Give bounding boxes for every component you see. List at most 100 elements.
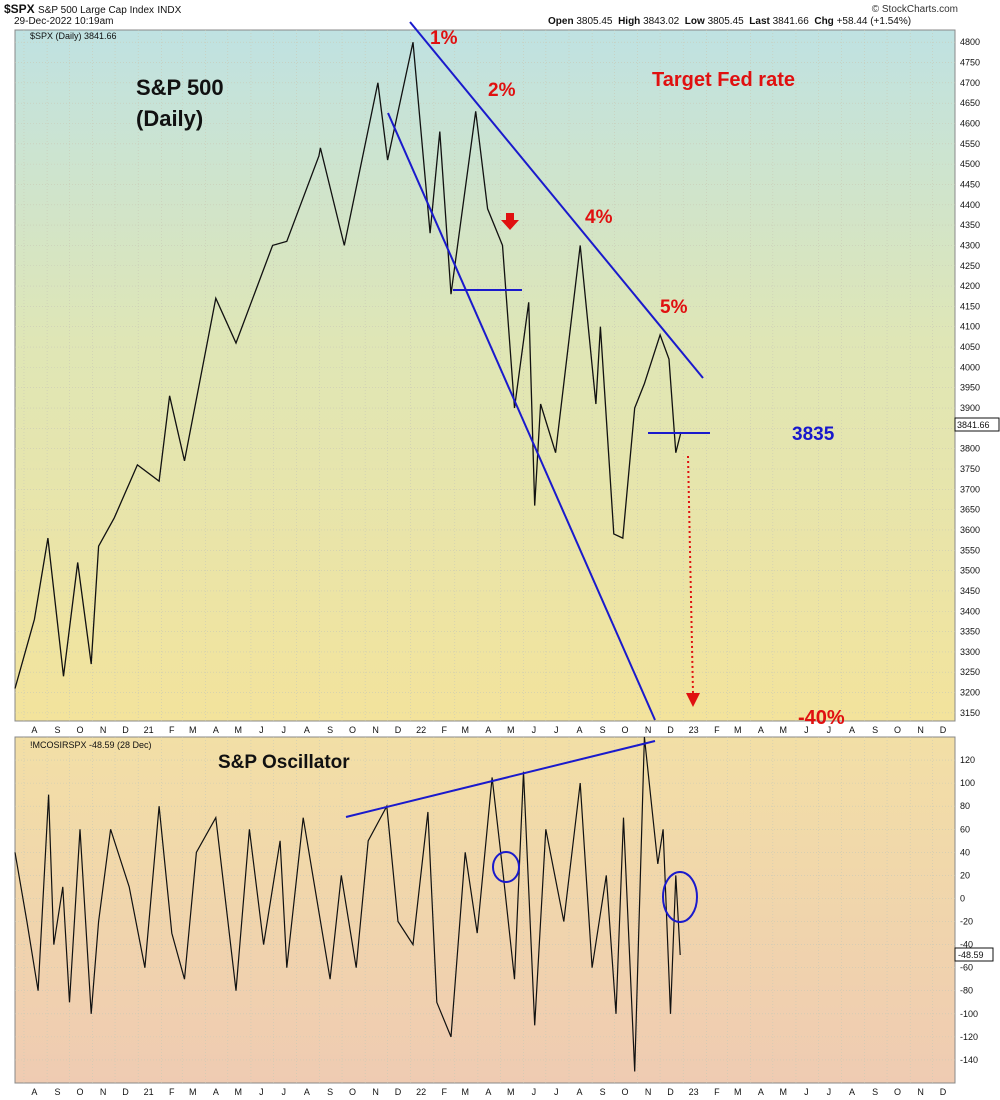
oscillator-x-tick-label: J <box>554 1087 559 1097</box>
oscillator-x-axis: A S O N D 21 F M A M J J A S O N D 22 F M A M J J A S O N D 23 F M A M J J A… <box>31 1087 946 1097</box>
oscillator-x-tick-label: M <box>234 1087 242 1097</box>
price-y-tick-label: 3550 <box>960 545 980 555</box>
oscillator-x-tick-label: F <box>442 1087 448 1097</box>
oscillator-x-tick-label: 22 <box>416 1087 426 1097</box>
target-fed-rate-label: Target Fed rate <box>652 69 795 91</box>
oscillator-last-tag: -48.59 <box>954 947 994 962</box>
oscillator-x-tick-label: M <box>189 1087 197 1097</box>
price-x-tick-label: F <box>442 725 448 735</box>
oscillator-x-tick-label: D <box>395 1087 402 1097</box>
oscillator-x-tick-label: F <box>714 1087 720 1097</box>
price-y-tick-label: 4000 <box>960 362 980 372</box>
price-series-line <box>14 42 682 689</box>
price-y-tick-label: 3600 <box>960 525 980 535</box>
price-x-tick-label: S <box>55 725 61 735</box>
oscillator-y-tick-label: 40 <box>960 847 970 857</box>
price-x-tick-label: O <box>621 725 628 735</box>
price-x-tick-label: M <box>507 725 515 735</box>
price-y-axis: 3150 3200 3250 3300 3350 3400 3450 3500 3550 3600… <box>960 37 980 718</box>
quote-summary: Open 3805.45 High 3843.02 Low 3805.45 La… <box>548 16 912 27</box>
oscillator-x-tick-label: N <box>372 1087 379 1097</box>
oscillator-x-tick-label: A <box>213 1087 219 1097</box>
price-y-tick-label: 3150 <box>960 708 980 718</box>
price-x-tick-label: N <box>645 725 652 735</box>
ticker-name: S&P 500 Large Cap Index <box>38 5 155 16</box>
oscillator-trendline <box>345 740 656 818</box>
price-x-tick-label: A <box>304 725 310 735</box>
oscillator-y-tick-label: -40 <box>960 940 973 950</box>
price-x-tick-label: D <box>667 725 674 735</box>
red-down-arrow <box>501 213 519 230</box>
price-y-tick-label: 4200 <box>960 281 980 291</box>
price-y-tick-label: 3800 <box>960 444 980 454</box>
oscillator-x-tick-label: S <box>872 1087 878 1097</box>
oscillator-y-tick-label: -80 <box>960 986 973 996</box>
oscillator-x-tick-label: 21 <box>144 1087 154 1097</box>
price-x-tick-label: S <box>327 725 333 735</box>
rate-label-2: 2% <box>488 80 516 101</box>
oscillator-x-tick-label: A <box>849 1087 855 1097</box>
oscillator-y-tick-label: 0 <box>960 893 965 903</box>
oscillator-x-tick-label: N <box>917 1087 924 1097</box>
price-x-tick-label: F <box>714 725 720 735</box>
price-y-tick-label: 4250 <box>960 261 980 271</box>
price-x-tick-label: M <box>189 725 197 735</box>
oscillator-x-tick-label: M <box>461 1087 469 1097</box>
price-y-tick-label: 3700 <box>960 484 980 494</box>
oscillator-x-tick-label: F <box>169 1087 175 1097</box>
price-y-tick-label: 3250 <box>960 667 980 677</box>
price-x-axis: A S O N D 21 F M A M J J A S O N D 22 F M A M J J A S O N D 23 F M A M J J A… <box>31 725 946 735</box>
oscillator-y-tick-label: -120 <box>960 1032 978 1042</box>
chart-title-line1: S&P 500 <box>136 75 224 100</box>
minus-40-label: -40% <box>798 707 845 729</box>
price-y-tick-label: 3400 <box>960 606 980 616</box>
price-x-tick-label: O <box>76 725 83 735</box>
price-x-tick-label: A <box>31 725 37 735</box>
price-grid <box>15 30 955 721</box>
oscillator-x-tick-label: J <box>259 1087 264 1097</box>
oscillator-x-tick-label: O <box>621 1087 628 1097</box>
price-x-tick-label: M <box>734 725 742 735</box>
price-y-tick-label: 4150 <box>960 301 980 311</box>
lower-trendline <box>387 112 656 721</box>
oscillator-x-tick-label: S <box>55 1087 61 1097</box>
oscillator-x-tick-label: D <box>940 1087 947 1097</box>
oscillator-x-tick-label: J <box>532 1087 537 1097</box>
price-y-tick-label: 4500 <box>960 159 980 169</box>
oscillator-y-tick-label: -20 <box>960 917 973 927</box>
price-x-tick-label: J <box>554 725 559 735</box>
price-y-tick-label: 4100 <box>960 322 980 332</box>
price-x-tick-label: O <box>894 725 901 735</box>
oscillator-x-tick-label: D <box>667 1087 674 1097</box>
price-x-tick-label: M <box>234 725 242 735</box>
price-y-tick-label: 4550 <box>960 139 980 149</box>
price-y-tick-label: 3450 <box>960 586 980 596</box>
oscillator-y-tick-label: -140 <box>960 1055 978 1065</box>
price-y-tick-label: 4800 <box>960 37 980 47</box>
oscillator-y-tick-label: 60 <box>960 824 970 834</box>
oscillator-x-tick-label: 23 <box>689 1087 699 1097</box>
price-x-tick-label: 23 <box>689 725 699 735</box>
stockcharts-brand: © StockCharts.com <box>871 4 958 15</box>
price-x-tick-label: N <box>917 725 924 735</box>
price-y-tick-label: 4350 <box>960 220 980 230</box>
price-x-tick-label: J <box>804 725 809 735</box>
oscillator-x-tick-label: J <box>827 1087 832 1097</box>
price-x-tick-label: J <box>282 725 287 735</box>
price-x-tick-label: O <box>349 725 356 735</box>
price-x-tick-label: N <box>100 725 107 735</box>
price-x-tick-label: N <box>372 725 379 735</box>
oscillator-circle-may <box>492 851 520 883</box>
oscillator-x-tick-label: A <box>485 1087 491 1097</box>
oscillator-x-tick-label: J <box>282 1087 287 1097</box>
oscillator-x-tick-label: A <box>31 1087 37 1097</box>
oscillator-y-axis: -140 -120 -100 -80 -60 -40 -20 0 20 40 60 80 100 120 <box>960 755 978 1065</box>
oscillator-x-tick-label: A <box>304 1087 310 1097</box>
price-y-tick-label: 4400 <box>960 200 980 210</box>
price-legend: $SPX (Daily) 3841.66 <box>30 31 117 41</box>
oscillator-y-tick-label: -60 <box>960 963 973 973</box>
price-y-tick-label: 4450 <box>960 179 980 189</box>
price-panel <box>14 29 956 722</box>
price-x-tick-label: D <box>395 725 402 735</box>
price-x-tick-label: J <box>259 725 264 735</box>
